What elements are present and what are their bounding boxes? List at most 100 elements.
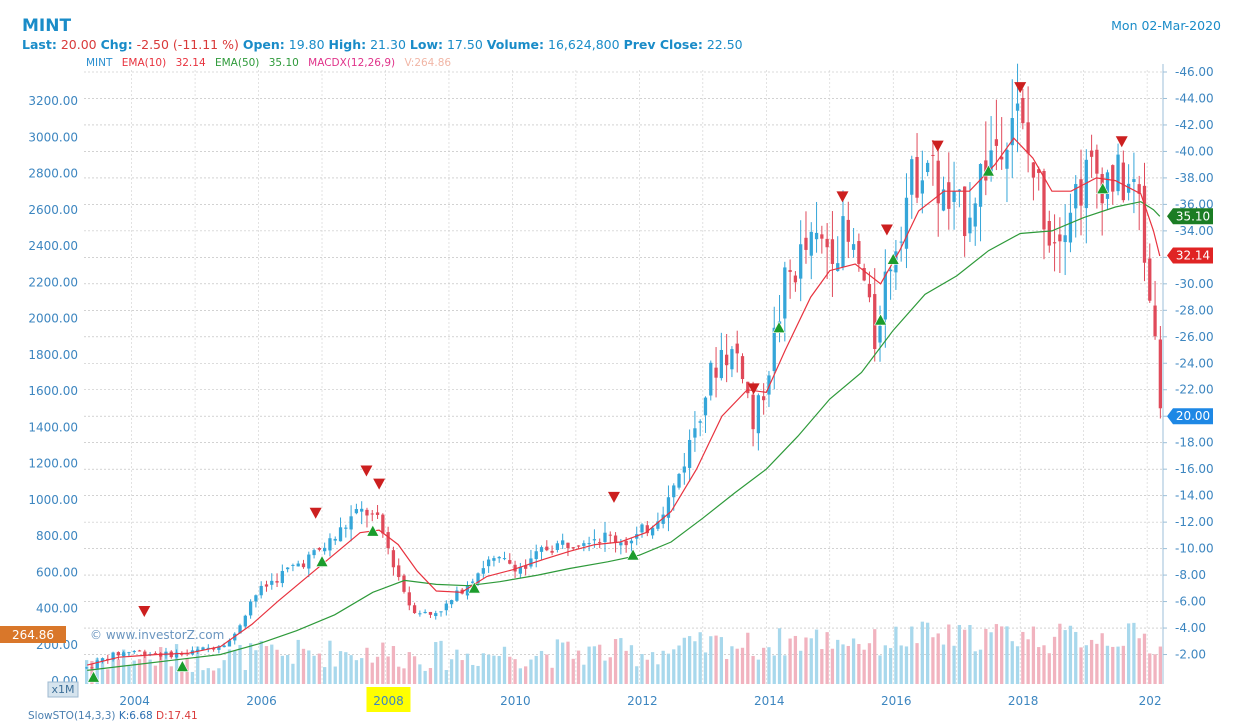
candle-body <box>1105 172 1110 199</box>
candle-body <box>465 585 470 596</box>
volume-bar <box>1068 625 1073 684</box>
volume-bar <box>270 644 274 684</box>
volume-bar <box>545 654 549 684</box>
volume-bar <box>910 626 914 684</box>
volume-bar <box>159 647 163 684</box>
candle-body <box>481 568 485 574</box>
volume-bar <box>878 655 882 684</box>
candle-body <box>201 647 205 651</box>
candle-body <box>137 650 142 652</box>
volume-bar <box>492 655 496 684</box>
candle-body <box>95 660 99 669</box>
candle-body <box>222 645 226 648</box>
volume-bar <box>397 666 401 684</box>
macd-badge: 264.86 <box>12 628 54 642</box>
candle-body <box>762 396 766 401</box>
x-axis-tick: 2014 <box>754 694 785 708</box>
volume-bar <box>767 647 771 684</box>
candle-body <box>476 573 480 584</box>
legend-macd-label[interactable]: MACDX(12,26,9) <box>308 57 396 69</box>
candle-body <box>196 649 200 652</box>
candle-body <box>132 651 136 653</box>
candle-body <box>545 546 549 551</box>
candle-body <box>206 647 210 649</box>
volume-bar <box>323 667 327 684</box>
candle-body <box>772 327 776 372</box>
candle-body <box>672 485 676 498</box>
chg-value: -2.50 (-11.11 %) <box>136 37 239 52</box>
candle-body <box>899 241 903 243</box>
buy-signal-marker <box>366 524 380 537</box>
slow-stochastic-legend: SlowSTO(14,3,3) K:6.68 D:17.41 <box>28 710 198 722</box>
candle-body <box>391 550 396 568</box>
volume-bar <box>762 647 766 684</box>
left-axis-tick: 1000.00 <box>28 493 78 507</box>
volume-bar <box>169 666 173 684</box>
volume-bar <box>730 646 734 684</box>
candle-body <box>1026 122 1030 154</box>
volume-bar <box>211 670 216 684</box>
volume-bar <box>682 637 686 684</box>
volume-bar <box>793 635 798 684</box>
volume-bar <box>984 628 988 684</box>
candle-body <box>349 516 353 530</box>
candle-body <box>820 234 824 239</box>
left-axis-tick: 1400.00 <box>28 420 78 434</box>
volume-bar <box>476 665 480 684</box>
x-axis-tick: 2010 <box>500 694 531 708</box>
volume-bar <box>524 666 528 684</box>
volume-bar <box>502 646 507 684</box>
volume-bar <box>370 662 374 684</box>
volume-bar <box>1000 626 1004 684</box>
candle-body <box>1005 149 1009 169</box>
candle-body <box>328 538 332 551</box>
volume-bar <box>925 622 930 684</box>
candle-body <box>1021 97 1025 124</box>
volume-bar <box>561 642 565 684</box>
volume-bar <box>1148 653 1152 684</box>
volume-bar <box>180 670 184 684</box>
volume-bar <box>936 633 940 684</box>
volume-bar <box>243 670 247 684</box>
volume-bar <box>703 652 708 684</box>
volume-bar <box>148 659 152 684</box>
volume-bar <box>645 659 649 684</box>
candle-body <box>333 538 337 541</box>
candle-body <box>1063 235 1067 243</box>
volume-bar <box>428 668 433 684</box>
candle-body <box>317 547 322 550</box>
volume-bar <box>132 660 136 684</box>
candle-body <box>439 611 443 613</box>
legend-ema10-label[interactable]: EMA(10) <box>121 57 167 69</box>
zoom-chip[interactable] <box>47 681 79 698</box>
candle-body <box>910 159 914 195</box>
buy-signal-marker <box>874 313 888 326</box>
right-axis-tick: -10.00 <box>1175 542 1214 556</box>
volume-bar <box>143 653 147 684</box>
volume-bar <box>709 636 713 684</box>
left-axis-tick: 800.00 <box>36 529 78 543</box>
indicator-legend[interactable]: MINT EMA(10) 32.14 EMA(50) 35.10 MACDX(1… <box>86 57 457 69</box>
volume-bar <box>360 658 364 684</box>
candle-body <box>412 605 417 614</box>
volume-bar <box>624 650 628 684</box>
prev-close-label: Prev Close: <box>623 37 703 52</box>
right-axis-tick: -24.00 <box>1175 356 1214 370</box>
volume-bar <box>338 651 343 684</box>
volume-bar <box>312 655 316 684</box>
legend-ema50-label[interactable]: EMA(50) <box>214 57 260 69</box>
volume-bar <box>122 649 126 684</box>
right-axis-tick: -28.00 <box>1175 303 1214 317</box>
candle-body <box>1052 242 1057 244</box>
candle-body <box>936 160 940 204</box>
candle-body <box>804 237 808 250</box>
left-axis-tick: 2000.00 <box>28 312 78 326</box>
candle-body <box>248 601 253 616</box>
volume-bar <box>206 668 210 684</box>
zoom-label[interactable]: x1M <box>52 683 75 696</box>
candle-body <box>640 524 644 533</box>
volume-bar <box>862 649 866 684</box>
volume-bar <box>719 637 723 684</box>
candle-body <box>719 349 723 379</box>
